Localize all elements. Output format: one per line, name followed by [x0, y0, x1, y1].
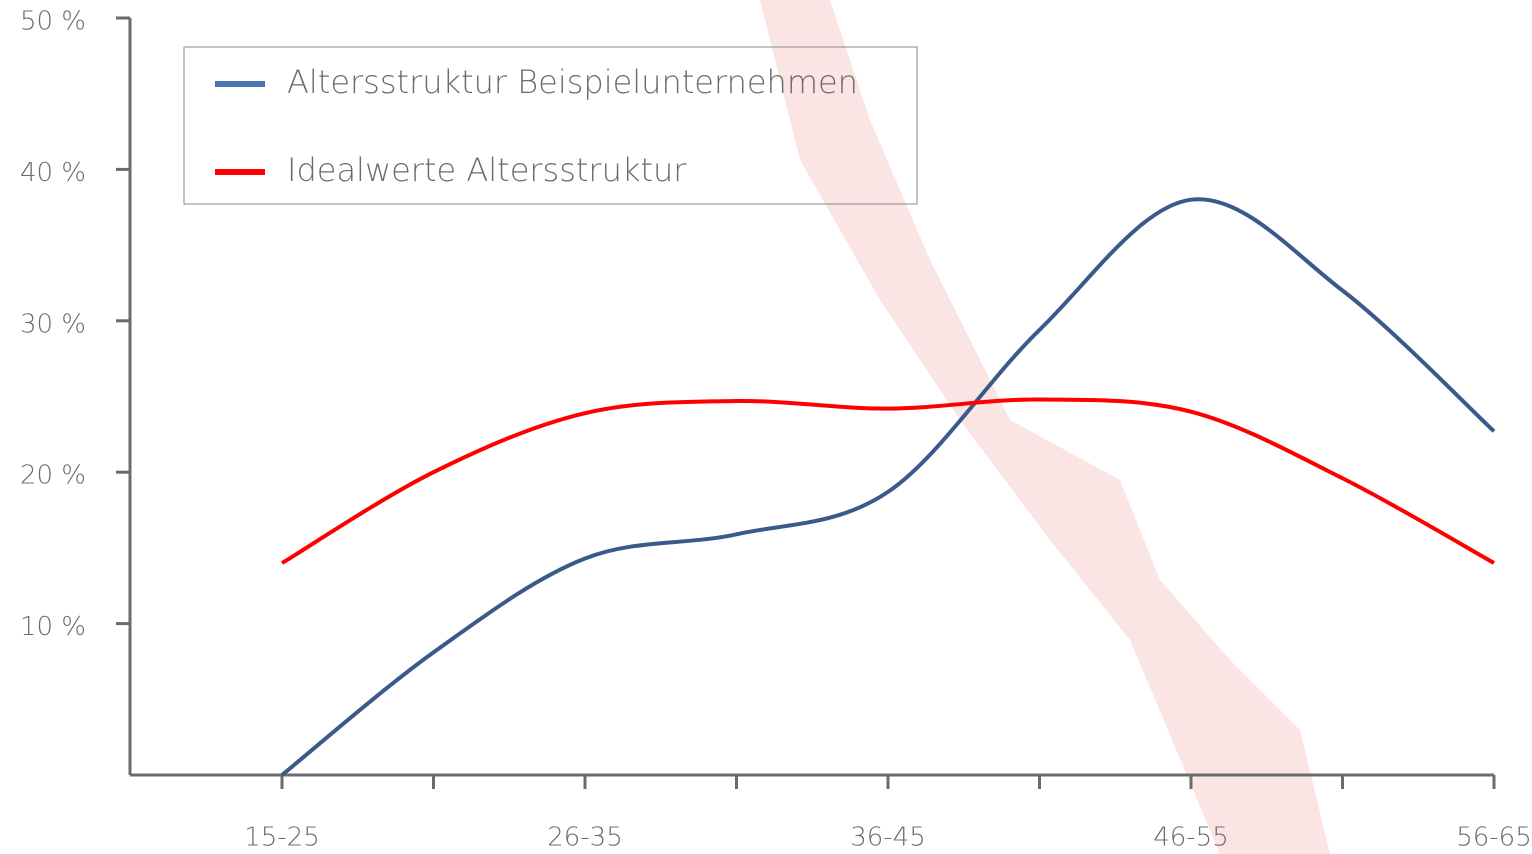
y-tick-label: 50 %	[20, 7, 86, 37]
legend-label: Altersstruktur Beispielunternehmen	[287, 63, 858, 101]
x-tick-label: 15-25	[244, 823, 320, 853]
x-tick-label: 46-55	[1153, 823, 1229, 853]
legend-label: Idealwerte Altersstruktur	[287, 151, 687, 189]
x-tick-label: 36-45	[850, 823, 926, 853]
chart: 10 % 20 % 30 % 40 % 50 % 15-25 26-35 36-45 46-55…	[0, 0, 1532, 854]
background	[0, 0, 1532, 854]
y-tick-label: 20 %	[20, 461, 86, 491]
x-tick-label: 56-65	[1456, 823, 1532, 853]
y-tick-label: 40 %	[20, 158, 86, 188]
y-tick-label: 10 %	[20, 612, 86, 642]
y-tick-label: 30 %	[20, 309, 86, 339]
x-tick-label: 26-35	[547, 823, 623, 853]
